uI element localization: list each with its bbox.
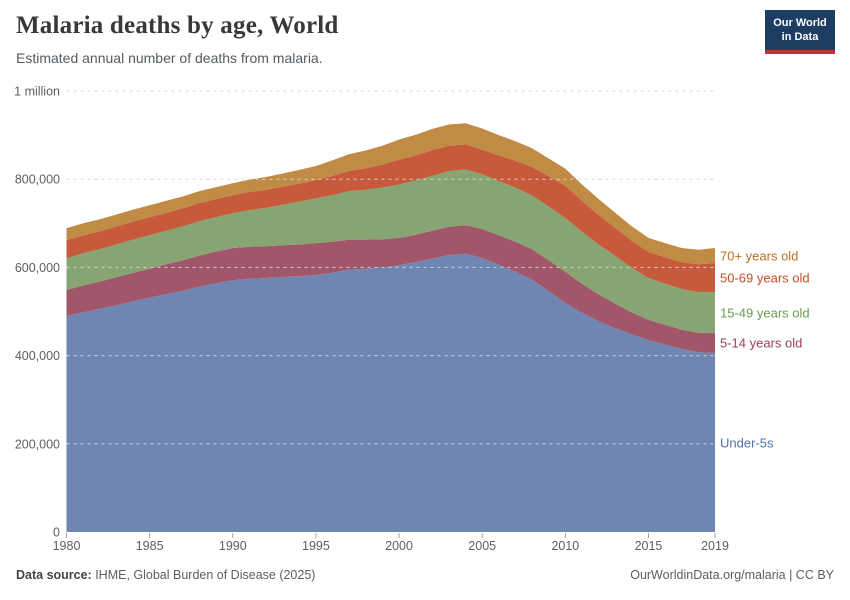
- legend-label-70plus[interactable]: 70+ years old: [720, 248, 799, 263]
- legend-label-50-69[interactable]: 50-69 years old: [720, 270, 810, 285]
- area-5-14-years-old[interactable]: [66, 225, 716, 353]
- owid-logo-line1: Our World: [773, 17, 827, 29]
- x-axis-tick-label: 2019: [701, 539, 729, 553]
- x-axis-tick-label: 1995: [302, 539, 330, 553]
- x-axis-tick-label: 2000: [385, 539, 413, 553]
- data-source-label: Data source:: [16, 568, 92, 582]
- x-axis-tick-label: 1980: [53, 539, 81, 553]
- x-axis-tick-label: 2015: [635, 539, 663, 553]
- data-source-text: IHME, Global Burden of Disease (2025): [91, 568, 316, 582]
- x-axis-tick-label: 2005: [468, 539, 496, 553]
- y-axis-tick-label: 800,000: [15, 173, 60, 187]
- page-title: Malaria deaths by age, World: [16, 12, 339, 39]
- area-50-69-years-old[interactable]: [66, 144, 716, 293]
- legend-label-5-14[interactable]: 5-14 years old: [720, 335, 803, 351]
- y-axis-tick-label: 400,000: [15, 349, 60, 363]
- y-axis-tick-label: 200,000: [15, 437, 60, 451]
- page-subtitle: Estimated annual number of deaths from m…: [16, 50, 323, 66]
- legend-label-15-49[interactable]: 15-49 years old: [720, 305, 810, 321]
- area-70-years-old[interactable]: [66, 123, 716, 265]
- owid-logo-line2: in Data: [781, 31, 819, 44]
- footer-license-link[interactable]: OurWorldinData.org/malaria | CC BY: [630, 568, 834, 582]
- owid-logo[interactable]: Our World in Data: [765, 10, 835, 54]
- x-axis-tick-label: 1990: [219, 539, 247, 553]
- x-axis-tick-label: 2010: [551, 539, 579, 553]
- chart-footer: Data source: IHME, Global Burden of Dise…: [16, 568, 834, 582]
- area-15-49-years-old[interactable]: [66, 169, 716, 334]
- y-axis-tick-label: 600,000: [15, 261, 60, 275]
- legend-label-under5[interactable]: Under-5s: [720, 435, 774, 450]
- x-axis-tick-label: 1985: [136, 539, 164, 553]
- y-axis-tick-label: 1 million: [14, 85, 60, 99]
- y-axis-tick-label: 0: [53, 526, 60, 540]
- area-under-5s[interactable]: [66, 253, 716, 532]
- data-source-note: Data source: IHME, Global Burden of Dise…: [16, 568, 315, 582]
